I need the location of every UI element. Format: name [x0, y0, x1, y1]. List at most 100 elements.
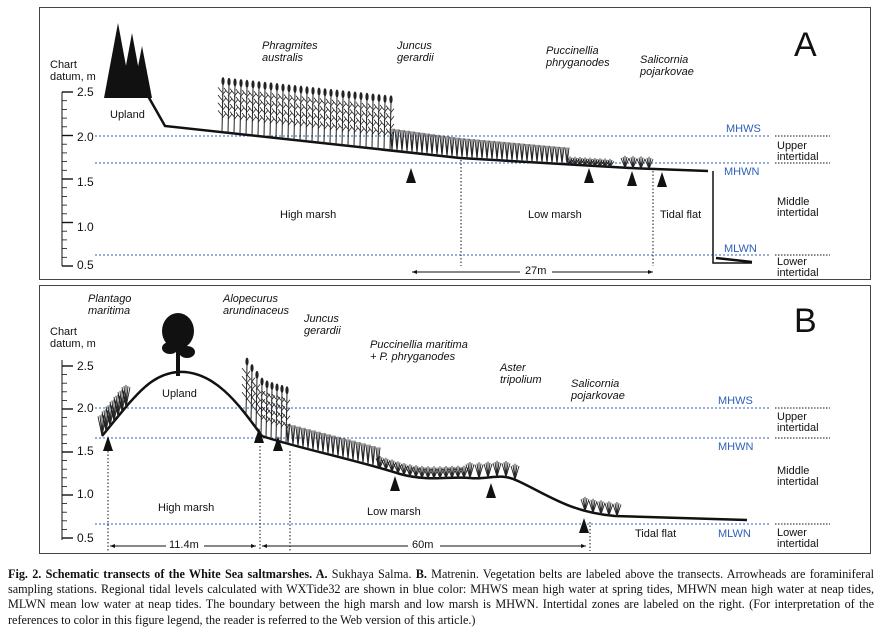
arrowhead-icon — [406, 168, 416, 183]
reed-leaf — [250, 385, 256, 391]
reed-plume — [275, 83, 279, 92]
reed-leaf — [256, 411, 262, 418]
reed-stem — [275, 390, 278, 441]
species-label: pojarkovae — [639, 66, 694, 78]
reed-plume — [281, 83, 285, 92]
rush-stem — [536, 144, 540, 163]
reed-stem — [287, 91, 290, 140]
reed-leaf — [319, 105, 325, 112]
reed-leaf — [251, 405, 257, 411]
tree-icon — [162, 313, 195, 376]
arrowhead-icon — [657, 172, 667, 187]
reed-leaf — [259, 114, 265, 121]
reed-leaf — [245, 115, 251, 122]
reed-leaf — [337, 123, 343, 129]
reed-leaf — [283, 109, 289, 116]
caption-label-b: B. — [415, 567, 427, 581]
reed-stem — [347, 97, 350, 146]
reed-leaf — [299, 98, 305, 105]
rush-stem — [292, 425, 296, 446]
reed-leaf — [259, 99, 265, 105]
reed-leaf — [377, 122, 383, 128]
reed-leaf — [311, 115, 317, 121]
reed-leaf — [365, 105, 371, 112]
species-label: Phragmites — [262, 40, 318, 52]
reed-plume — [221, 77, 225, 86]
reed-leaf — [241, 383, 247, 390]
reed-leaf — [283, 101, 289, 108]
reed-leaf — [241, 97, 247, 103]
reed-leaf — [260, 414, 266, 421]
reed-stem — [251, 87, 254, 136]
reed-leaf — [361, 110, 367, 116]
reed-leaf — [235, 104, 241, 110]
rush-stem — [337, 436, 341, 457]
reed-leaf — [295, 95, 301, 102]
reed-leaf — [343, 108, 349, 114]
reed-stem — [383, 101, 386, 150]
reed-leaf — [246, 390, 252, 396]
reed-leaf — [233, 91, 239, 97]
reed-leaf — [355, 109, 361, 116]
intertidal-lower-2: intertidal — [777, 267, 819, 279]
reed-leaf — [361, 125, 367, 132]
reed-stem — [239, 86, 242, 135]
species-label: phryganodes — [545, 57, 610, 69]
tick-label: 2.5 — [77, 85, 94, 99]
rush-stem — [302, 427, 306, 448]
species-label: Puccinellia — [546, 45, 599, 57]
reed-leaf — [355, 125, 361, 131]
reed-plume — [353, 91, 357, 100]
rush-stem — [411, 131, 415, 153]
distance-label-bg — [166, 538, 204, 550]
reed-leaf — [307, 104, 313, 111]
rush-stem — [421, 132, 425, 154]
mhws-label: MHWS — [726, 123, 761, 135]
rush-stem — [362, 443, 366, 464]
rush-stem — [307, 429, 311, 450]
ground-profile — [101, 370, 748, 522]
reed-leaf — [247, 113, 253, 119]
reed-stem — [245, 364, 248, 415]
reed-leaf — [221, 113, 227, 119]
reed-leaf — [247, 90, 253, 96]
reed-leaf — [266, 392, 272, 398]
zone-low-marsh: Low marsh — [528, 209, 582, 221]
zone-low-marsh: Low marsh — [367, 506, 421, 518]
reed-leaf — [275, 118, 281, 125]
reed-leaf — [277, 116, 283, 123]
distance-label: 11.4m — [169, 539, 199, 551]
reed-leaf — [285, 407, 291, 414]
rush-stem — [322, 432, 326, 454]
reed-plume — [239, 79, 243, 88]
reed-leaf — [305, 114, 311, 121]
reed-leaf — [287, 97, 293, 103]
reed-plume — [285, 386, 289, 395]
rush-stem — [396, 129, 400, 152]
reed-leaf — [281, 404, 287, 411]
reed-plume — [245, 357, 249, 366]
reed-leaf — [383, 107, 389, 114]
reed-leaf — [287, 104, 293, 111]
reed-stem — [341, 97, 344, 146]
reed-leaf — [223, 103, 229, 109]
reed-leaf — [389, 123, 395, 130]
reed-leaf — [245, 378, 251, 385]
grass-blade — [403, 465, 409, 476]
ground-profile — [110, 94, 709, 173]
reed-leaf — [373, 104, 379, 110]
reed-leaf — [217, 102, 223, 108]
zone-upland: Upland — [110, 109, 145, 121]
reed-leaf — [281, 104, 287, 110]
reed-plume — [335, 89, 339, 98]
reed-leaf — [227, 106, 233, 112]
reed-leaf — [371, 121, 377, 128]
reed-leaf — [269, 102, 275, 109]
reed-leaf — [257, 93, 263, 100]
reed-stem — [323, 95, 326, 144]
reed-leaf — [337, 107, 343, 114]
reed-leaf — [221, 97, 227, 104]
reed-leaf — [221, 90, 227, 96]
reed-leaf — [379, 127, 385, 134]
reed-leaf — [323, 116, 329, 123]
